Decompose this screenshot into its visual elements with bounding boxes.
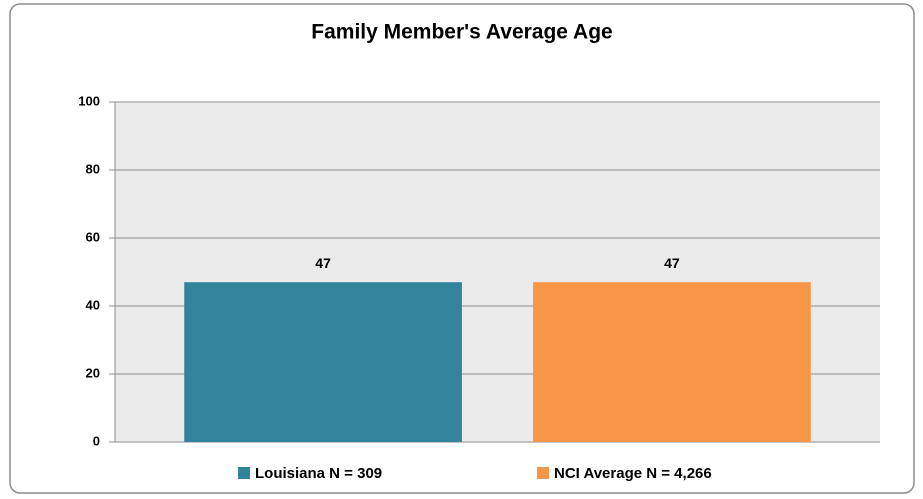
y-tick-label: 40 [86,297,100,312]
bar [533,282,811,442]
y-tick-label: 60 [86,229,100,244]
legend-swatch [238,467,250,479]
bar [184,282,462,442]
value-label: 47 [664,255,680,271]
y-tick-label: 20 [86,365,100,380]
legend-swatch [537,467,549,479]
y-tick-label: 100 [78,93,100,108]
legend-label: Louisiana N = 309 [255,465,382,482]
y-tick-label: 80 [86,161,100,176]
y-tick-label: 0 [93,433,100,448]
value-label: 47 [315,255,331,271]
chart-title: Family Member's Average Age [311,21,612,44]
legend-label: NCI Average N = 4,266 [554,465,712,482]
